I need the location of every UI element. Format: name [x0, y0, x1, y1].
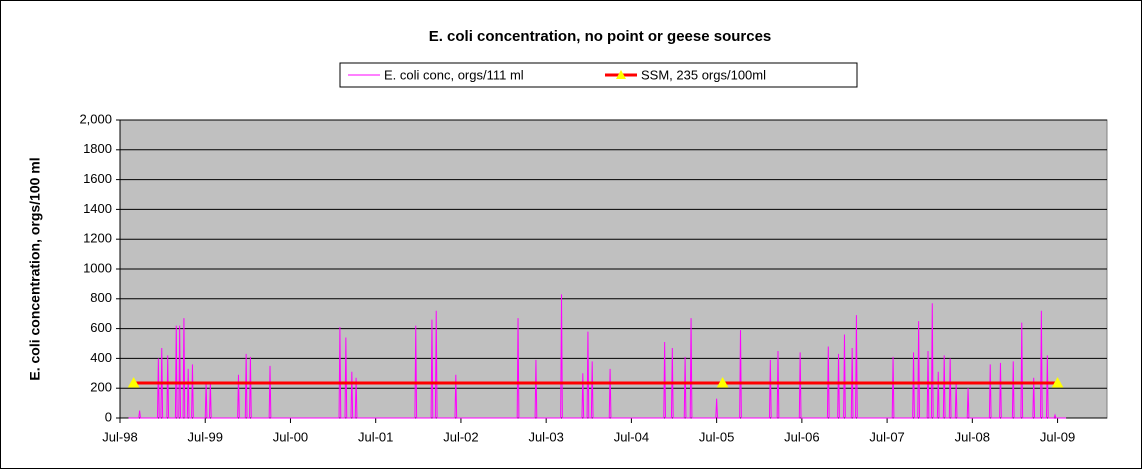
legend-marker [616, 70, 626, 79]
x-tick-label: Jul-99 [188, 429, 223, 444]
point-marker [127, 376, 140, 388]
x-tick-label: Jul-06 [784, 429, 819, 444]
x-tick-label: Jul-02 [443, 429, 478, 444]
y-tick-label: 1000 [83, 260, 112, 275]
x-tick-label: Jul-07 [869, 429, 904, 444]
x-tick-label: Jul-05 [699, 429, 734, 444]
y-tick-label: 2,000 [79, 111, 112, 126]
x-tick-label: Jul-00 [273, 429, 308, 444]
x-tick-label: Jul-04 [614, 429, 649, 444]
legend-label: SSM, 235 orgs/100ml [641, 67, 766, 82]
series-line [128, 294, 1067, 419]
point-marker [1051, 376, 1064, 388]
x-tick-label: Jul-03 [528, 429, 563, 444]
y-axis-label: E. coli concentration, orgs/100 ml [27, 157, 43, 380]
x-tick-label: Jul-98 [102, 429, 137, 444]
x-tick-label: Jul-01 [358, 429, 393, 444]
legend-box [339, 62, 858, 88]
x-tick-label: Jul-09 [1040, 429, 1075, 444]
chart-title: E. coli concentration, no point or geese… [429, 28, 772, 45]
y-tick-label: 1600 [83, 171, 112, 186]
x-tick-label: Jul-08 [955, 429, 990, 444]
y-tick-label: 800 [90, 290, 112, 305]
point-marker [716, 376, 729, 388]
y-tick-label: 1200 [83, 231, 112, 246]
y-tick-label: 1400 [83, 201, 112, 216]
y-tick-label: 600 [90, 320, 112, 335]
y-tick-label: 400 [90, 350, 112, 365]
y-tick-label: 1800 [83, 141, 112, 156]
legend-label: E. coli conc, orgs/111 ml [384, 67, 524, 82]
y-tick-label: 0 [105, 409, 112, 424]
y-tick-label: 200 [90, 380, 112, 395]
